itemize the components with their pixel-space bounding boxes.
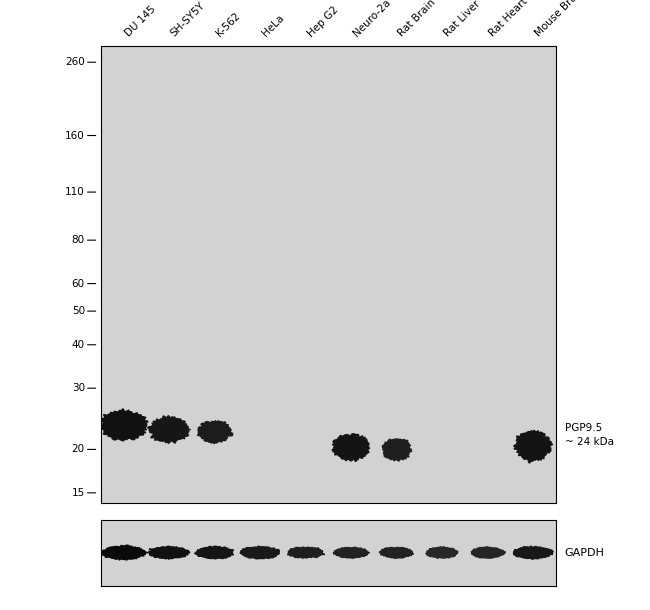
Polygon shape <box>197 421 233 443</box>
Polygon shape <box>333 547 369 558</box>
Text: 40: 40 <box>72 340 84 350</box>
Text: SH-SY5Y: SH-SY5Y <box>169 1 207 39</box>
Polygon shape <box>148 415 190 443</box>
Text: Rat Liver: Rat Liver <box>442 0 482 39</box>
Polygon shape <box>100 545 148 560</box>
Text: 110: 110 <box>65 187 84 197</box>
Text: 50: 50 <box>72 306 84 316</box>
Text: 30: 30 <box>72 383 84 393</box>
Polygon shape <box>471 547 506 558</box>
Polygon shape <box>240 547 280 559</box>
Text: Mouse Brain: Mouse Brain <box>533 0 586 39</box>
Text: 160: 160 <box>65 131 84 140</box>
Polygon shape <box>426 547 458 558</box>
Text: GAPDH: GAPDH <box>565 548 604 558</box>
Text: Hep G2: Hep G2 <box>306 4 340 39</box>
Text: Neuro-2a: Neuro-2a <box>351 0 392 39</box>
Text: 15: 15 <box>72 488 84 498</box>
Polygon shape <box>332 434 370 462</box>
Polygon shape <box>379 547 413 558</box>
Polygon shape <box>194 547 234 559</box>
Polygon shape <box>382 439 412 461</box>
Text: 260: 260 <box>65 57 84 67</box>
Text: 60: 60 <box>72 279 84 289</box>
Polygon shape <box>514 430 552 463</box>
Text: 80: 80 <box>72 235 84 245</box>
Text: PGP9.5
~ 24 kDa: PGP9.5 ~ 24 kDa <box>565 423 614 447</box>
Polygon shape <box>514 546 553 559</box>
Polygon shape <box>287 547 324 558</box>
Text: K-562: K-562 <box>214 11 242 39</box>
Text: Rat Brain: Rat Brain <box>396 0 437 39</box>
Text: DU 145: DU 145 <box>124 4 158 39</box>
Text: 20: 20 <box>72 445 84 454</box>
Polygon shape <box>149 546 190 559</box>
Polygon shape <box>99 409 148 441</box>
Text: Rat Heart: Rat Heart <box>488 0 530 39</box>
Text: HeLa: HeLa <box>260 13 285 39</box>
